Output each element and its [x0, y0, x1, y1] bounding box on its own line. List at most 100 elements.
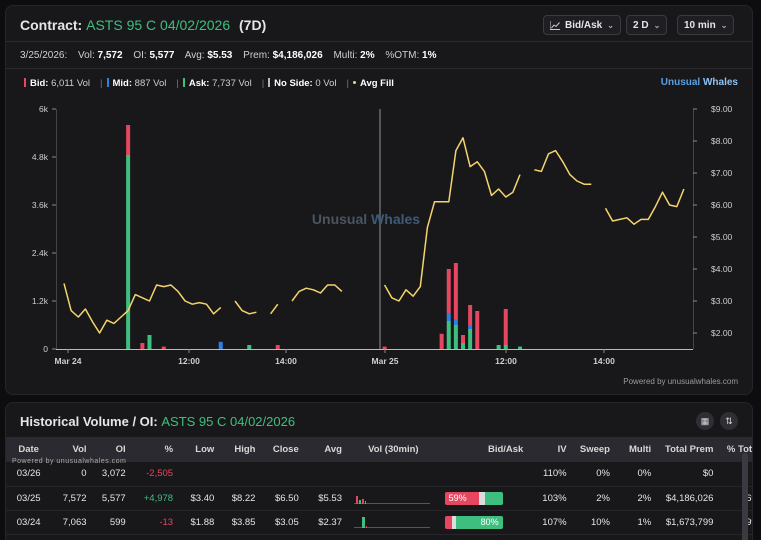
cell-high: $3.85 — [220, 510, 262, 535]
historical-panel: Historical Volume / OI: ASTS 95 C 04/02/… — [5, 402, 753, 540]
volume-bar-ask — [147, 335, 152, 349]
volume-price-chart[interactable]: 0 1.2k 2.4k 3.6k 4.8k 6k $2.00 $3.00 $4.00 $5.00 $… — [6, 98, 754, 378]
oi-value: 5,577 — [149, 50, 175, 61]
legend-mid-value: 887 Vol — [134, 78, 167, 89]
cell-prem: $0 — [657, 462, 720, 487]
y-right-tick-label: $3.00 — [711, 296, 733, 306]
cell-oi: 3,072 — [92, 462, 132, 487]
brand-logo[interactable]: Unusual Whales — [661, 77, 738, 88]
legend-noside-label: No Side: — [274, 78, 313, 89]
column-header[interactable]: Multi — [615, 437, 658, 462]
y-right-tick-label: $2.00 — [711, 328, 733, 338]
cell-multi: 0% — [615, 462, 658, 487]
table-scrollbar[interactable] — [742, 453, 748, 540]
stats-date: 3/25/2026: — [20, 50, 68, 61]
vol-label: Vol: — [78, 50, 95, 61]
x-tick-label: Mar 25 — [372, 356, 399, 366]
stats-bar: 3/25/2026: Vol: 7,572 OI: 5,577 Avg: $5.… — [20, 50, 445, 61]
avg-fill-line — [383, 137, 521, 302]
oi-label: OI: — [133, 50, 147, 61]
table-row[interactable]: 03/26 0 3,072 -2,505 110% 0% 0% $0 — [6, 462, 752, 487]
cell-close: $3.05 — [261, 510, 305, 535]
volume-bar-ask — [461, 343, 465, 349]
legend-ask-label: Ask: — [188, 78, 210, 89]
contract-days: (7D) — [239, 17, 267, 33]
volume-bar-ask — [468, 329, 473, 349]
column-header[interactable]: High — [220, 437, 262, 462]
cell-iv: 107% — [529, 510, 573, 535]
legend-mid-label: Mid: — [112, 78, 133, 89]
volume-bar-mid — [453, 319, 458, 325]
column-header[interactable]: Vol (30min) — [348, 437, 439, 462]
column-header[interactable]: Vol — [51, 437, 93, 462]
chart-panel: Contract: ASTS 95 C 04/02/2026 (7D) Bid/… — [5, 5, 753, 395]
column-header[interactable]: Bid/Ask — [438, 437, 530, 462]
column-header[interactable]: % — [131, 437, 180, 462]
legend-ask[interactable]: Ask: 7,737 Vol — [182, 78, 252, 89]
legend-bid[interactable]: Bid: 6,011 Vol — [24, 78, 90, 89]
powered-by-note: Powered by unusualwhales.com — [623, 377, 738, 386]
cell-sweep: 2% — [572, 486, 616, 511]
chevron-down-icon: ⌄ — [720, 20, 728, 30]
interval-select[interactable]: 10 min ⌄ — [677, 15, 735, 35]
column-header[interactable]: Avg — [304, 437, 348, 462]
multi-label: Multi: — [333, 50, 358, 61]
y-right-tick-label: $9.00 — [711, 104, 733, 114]
y-left-tick-label: 0 — [43, 344, 48, 354]
column-header[interactable]: Sweep — [572, 437, 616, 462]
chevron-down-icon: ⌄ — [653, 20, 661, 30]
avg-label: Avg: — [184, 50, 205, 61]
column-header[interactable]: Low — [179, 437, 221, 462]
vol-30min-sparkline — [348, 486, 439, 511]
bid-ask-mode-select[interactable]: Bid/Ask ⌄ — [543, 15, 621, 35]
table-row[interactable]: 03/24 7,063 599 -13 $1.88 $3.85 $3.05 $2.37 80% 1… — [6, 510, 752, 535]
column-header[interactable]: OI — [92, 437, 132, 462]
cell-close: $6.50 — [261, 486, 305, 511]
cell-vol: 0 — [51, 462, 93, 487]
legend-no-side[interactable]: No Side: 0 Vol — [268, 78, 336, 89]
column-header[interactable]: Total Prem — [657, 437, 720, 462]
x-tick-label: Mar 24 — [55, 356, 82, 366]
table-powered-note: Powered by unusualwhales.com — [12, 458, 127, 465]
cell-multi: 2% — [615, 486, 658, 511]
cell-iv: 110% — [529, 462, 573, 487]
range-label: 2 D — [633, 19, 649, 31]
volume-bar-ask — [453, 325, 458, 349]
cell-date: 03/26 — [6, 462, 52, 487]
avg-value: $5.53 — [207, 50, 233, 61]
column-header[interactable]: IV — [529, 437, 573, 462]
column-header[interactable]: Date — [6, 437, 52, 462]
volume-bar-bid — [468, 305, 473, 325]
range-select[interactable]: 2 D ⌄ — [626, 15, 668, 35]
historical-title-label: Historical Volume / OI: — [20, 414, 158, 429]
cell-vol: 7,572 — [51, 486, 93, 511]
table-row[interactable]: 03/25 7,572 5,577 +4,978 $3.40 $8.22 $6.50 $5.5… — [6, 486, 752, 511]
avg-fill-line — [291, 284, 343, 302]
y-left-tick-label: 4.8k — [32, 152, 49, 162]
table-settings-icon[interactable]: ▦ — [696, 412, 714, 430]
contract-name: ASTS 95 C 04/02/2026 — [86, 17, 231, 33]
sort-icon[interactable]: ⇅ — [720, 412, 738, 430]
bid-ask-pct: 59% — [448, 492, 467, 503]
cell-multi: 1% — [615, 510, 658, 535]
volume-bar-bid — [140, 343, 145, 349]
legend-mid[interactable]: Mid: 887 Vol — [106, 78, 167, 89]
volume-bar-mid — [446, 313, 451, 321]
legend-avg-fill[interactable]: Avg Fill — [352, 78, 394, 89]
cell-date: 03/24 — [6, 510, 52, 535]
line-chart-icon — [550, 20, 560, 30]
cell-low: $3.40 — [179, 486, 221, 511]
cell-avg — [304, 462, 348, 487]
chart-watermark: Unusual Whales — [312, 211, 420, 227]
multi-value: 2% — [360, 50, 375, 61]
cell-date: 03/25 — [6, 486, 52, 511]
column-header[interactable]: Close — [261, 437, 305, 462]
volume-bar-bid — [446, 269, 451, 313]
y-right-tick-label: $8.00 — [711, 136, 733, 146]
bid-ask-pct: 80% — [480, 516, 499, 527]
cell-pct: -13 — [131, 510, 180, 535]
prem-label: Prem: — [243, 50, 270, 61]
legend-noside-value: 0 Vol — [315, 78, 337, 89]
y-left-tick-label: 2.4k — [32, 248, 49, 258]
contract-label: Contract: — [20, 17, 83, 33]
